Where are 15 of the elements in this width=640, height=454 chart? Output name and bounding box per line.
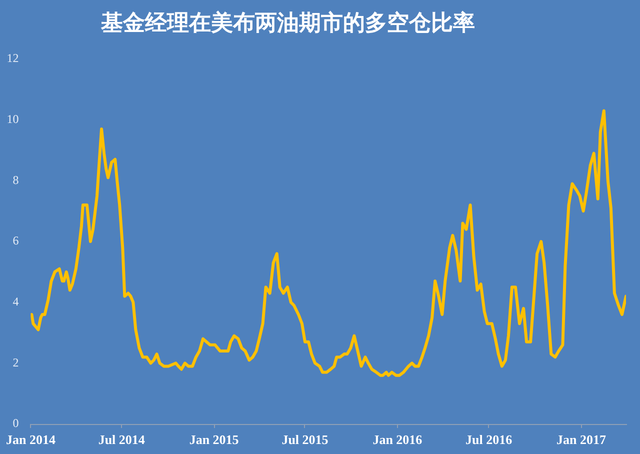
y-tick-label: 12 [6, 51, 19, 66]
x-tick-label: Jan 2015 [189, 432, 240, 448]
y-tick-label: 6 [12, 234, 19, 248]
x-tick-label: Jan 2017 [556, 432, 607, 448]
chart-title: 基金经理在美布两油期市的多空仓比率 [100, 10, 476, 38]
x-tick-label: Jul 2015 [282, 432, 329, 448]
y-tick-label: 2 [12, 355, 19, 370]
x-tick-label: Jul 2016 [466, 432, 513, 448]
y-tick-label: 0 [12, 416, 19, 430]
y-tick-label: 4 [12, 294, 19, 308]
y-tick-label: 10 [6, 112, 19, 126]
x-tick-label: Jan 2014 [6, 432, 56, 448]
y-tick-label: 8 [12, 172, 19, 187]
x-tick-label: Jul 2014 [98, 432, 146, 448]
x-tick-label: Jan 2016 [372, 432, 423, 448]
